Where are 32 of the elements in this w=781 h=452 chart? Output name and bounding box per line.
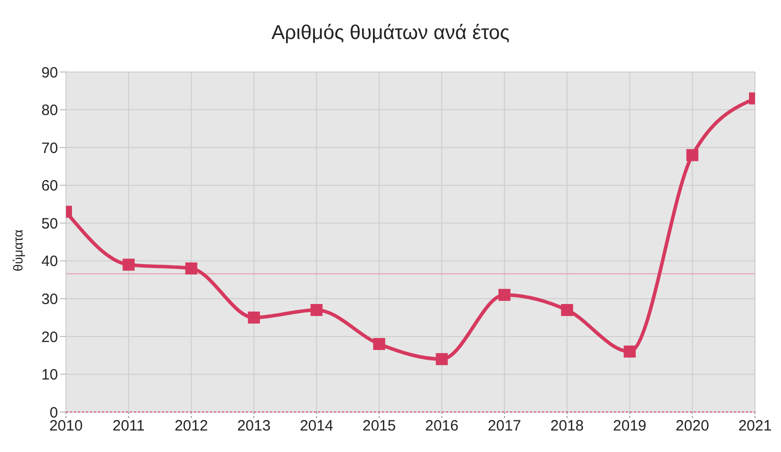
y-tick-label: 30 [41, 290, 58, 308]
x-tick-label: 2020 [676, 418, 710, 435]
x-tick-label: 2011 [112, 418, 145, 435]
point [373, 338, 386, 350]
y-tick-label: 10 [41, 366, 58, 384]
x-tick-label: 2021 [738, 418, 772, 435]
x-tick-label: 2018 [550, 418, 584, 435]
x-tick-label: 2015 [362, 418, 396, 435]
point [185, 262, 198, 274]
chart-title: Αριθμός θυμάτων ανά έτος [270, 21, 511, 46]
y-tick-label: 60 [41, 178, 58, 195]
point [686, 149, 698, 162]
y-tick-label: 50 [41, 215, 58, 232]
y-axis-title: θύματα [10, 229, 26, 271]
y-tick-label: 20 [41, 328, 58, 346]
x-tick-label: 2016 [425, 418, 459, 435]
x-tick-label: 2017 [488, 418, 522, 435]
point [122, 258, 135, 271]
point [498, 288, 510, 301]
y-tick-label: 80 [41, 102, 58, 120]
x-tick-label: 2012 [174, 418, 208, 435]
y-tick-label: 40 [41, 253, 58, 270]
y-tick-label: 90 [41, 64, 58, 82]
point [436, 353, 448, 366]
point [561, 304, 574, 316]
y-tick-label: 70 [41, 140, 58, 157]
point [624, 346, 636, 358]
point [248, 312, 260, 324]
point [310, 304, 323, 316]
x-tick-label: 2014 [300, 418, 334, 435]
x-tick-label: 2013 [237, 418, 271, 435]
x-tick-label: 2019 [613, 418, 646, 435]
